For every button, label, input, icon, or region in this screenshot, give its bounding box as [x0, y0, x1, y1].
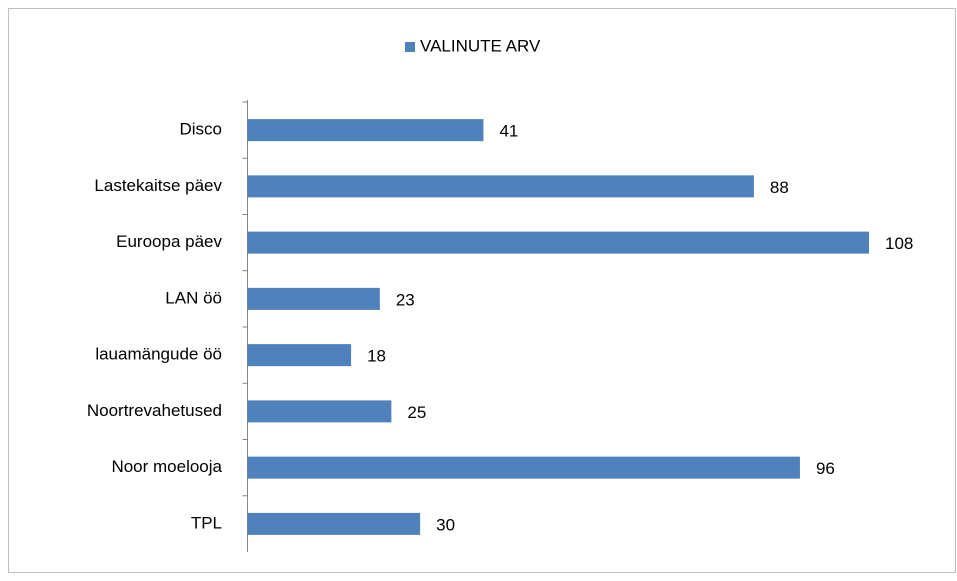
bar: [247, 400, 392, 423]
bar: [247, 456, 800, 479]
y-tick-label: LAN öö: [165, 288, 222, 307]
y-tick-label: Euroopa päev: [116, 232, 222, 251]
chart-border: [8, 8, 956, 573]
data-label: 88: [770, 178, 789, 197]
data-label: 108: [885, 234, 913, 253]
legend-label: VALINUTE ARV: [420, 36, 541, 55]
bar: [247, 512, 421, 535]
data-label: 25: [407, 403, 426, 422]
y-tick-label: Lastekaitse päev: [94, 176, 222, 195]
data-label: 23: [396, 290, 415, 309]
bar: [247, 231, 869, 254]
y-tick-label: Disco: [179, 120, 222, 139]
bar: [247, 175, 754, 198]
y-tick-label: TPL: [191, 513, 222, 532]
data-label: 30: [436, 515, 455, 534]
bar: [247, 287, 380, 310]
data-label: 41: [499, 122, 518, 141]
y-tick-label: lauamängude öö: [95, 345, 222, 364]
y-tick-label: Noortrevahetused: [87, 401, 222, 420]
legend-swatch: [405, 42, 415, 52]
bar: [247, 119, 484, 142]
data-label: 96: [816, 459, 835, 478]
y-tick-label: Noor moelooja: [111, 457, 222, 476]
data-label: 18: [367, 347, 386, 366]
bar: [247, 344, 352, 367]
